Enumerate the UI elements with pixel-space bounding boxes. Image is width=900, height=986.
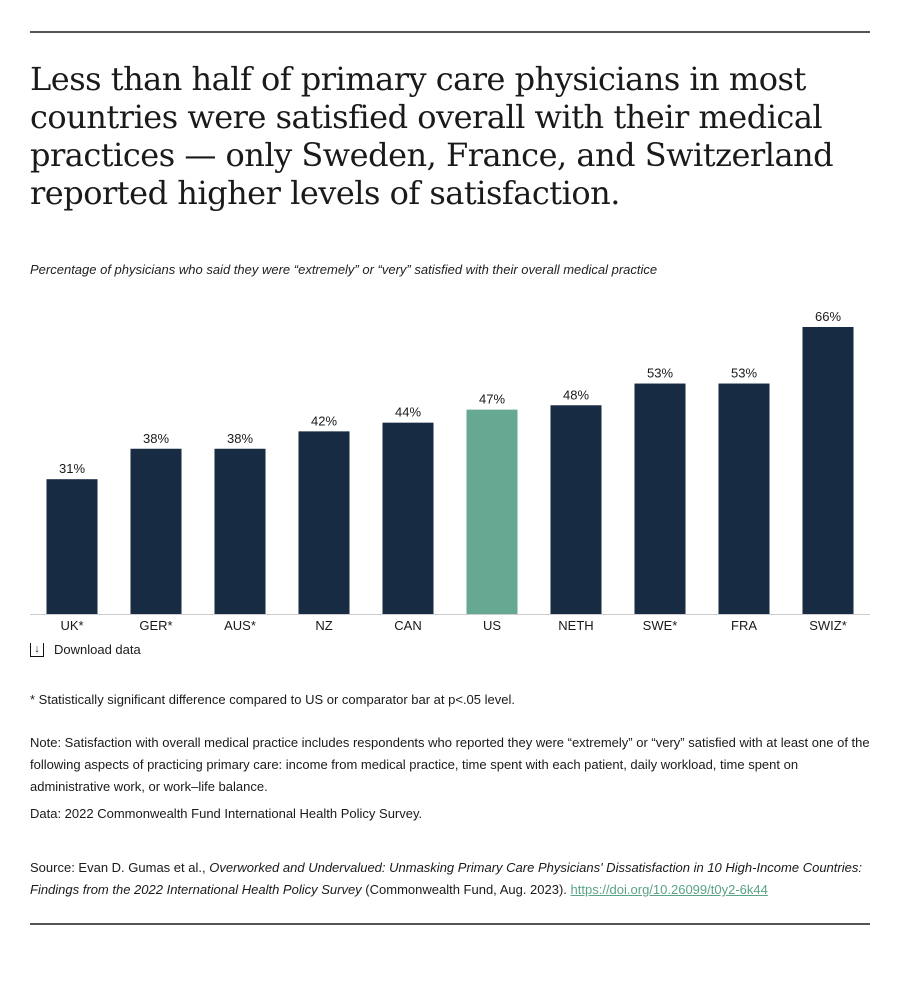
bar-chart: 31% UK* 38% GER* 38% AUS* 42% NZ 44% CAN 47% US 48% N… <box>30 309 870 633</box>
bottom-rule <box>30 923 870 925</box>
data-label: 38% <box>227 431 253 446</box>
x-tick-label: SWIZ* <box>809 618 847 633</box>
bar-swe <box>634 383 686 614</box>
bar-swiz <box>802 327 854 614</box>
bar-uk <box>46 479 98 614</box>
data-label: 53% <box>647 366 673 381</box>
x-tick-label: FRA <box>731 618 757 633</box>
x-tick-label: NZ <box>315 618 332 633</box>
data-label: 66% <box>815 309 841 324</box>
bar-can <box>382 422 434 614</box>
doi-link[interactable]: https://doi.org/10.26099/t0y2-6k44 <box>570 882 768 897</box>
bar-fra <box>718 383 770 614</box>
download-data-button[interactable]: ↓ Download data <box>30 642 141 657</box>
x-tick-label: CAN <box>394 618 421 633</box>
download-label: Download data <box>54 642 141 657</box>
data-label: 31% <box>59 461 85 476</box>
source-citation: Source: Evan D. Gumas et al., Overworked… <box>30 860 862 897</box>
note: Note: Satisfaction with overall medical … <box>30 735 870 794</box>
chart-title: Less than half of primary care physician… <box>30 60 834 212</box>
chart-subtitle: Percentage of physicians who said they w… <box>30 262 658 277</box>
x-tick-label: GER* <box>139 618 172 633</box>
data-label: 48% <box>563 387 589 402</box>
x-tick-label: AUS* <box>224 618 256 633</box>
x-tick-label: US <box>483 618 501 633</box>
data-source: Data: 2022 Commonwealth Fund Internation… <box>30 806 423 821</box>
bar-aus <box>214 448 266 614</box>
bar-ger <box>130 448 182 614</box>
data-label: 42% <box>311 413 337 428</box>
bar-us <box>466 409 518 614</box>
bar-neth <box>550 405 602 614</box>
bar-nz <box>298 431 350 614</box>
data-label: 38% <box>143 431 169 446</box>
data-label: 47% <box>479 392 505 407</box>
x-tick-label: SWE* <box>643 618 678 633</box>
top-rule <box>30 31 870 33</box>
download-icon: ↓ <box>30 642 44 657</box>
data-label: 53% <box>731 366 757 381</box>
data-label: 44% <box>395 405 421 420</box>
footnote: * Statistically significant difference c… <box>30 692 515 707</box>
x-tick-label: UK* <box>60 618 83 633</box>
x-tick-label: NETH <box>558 618 593 633</box>
